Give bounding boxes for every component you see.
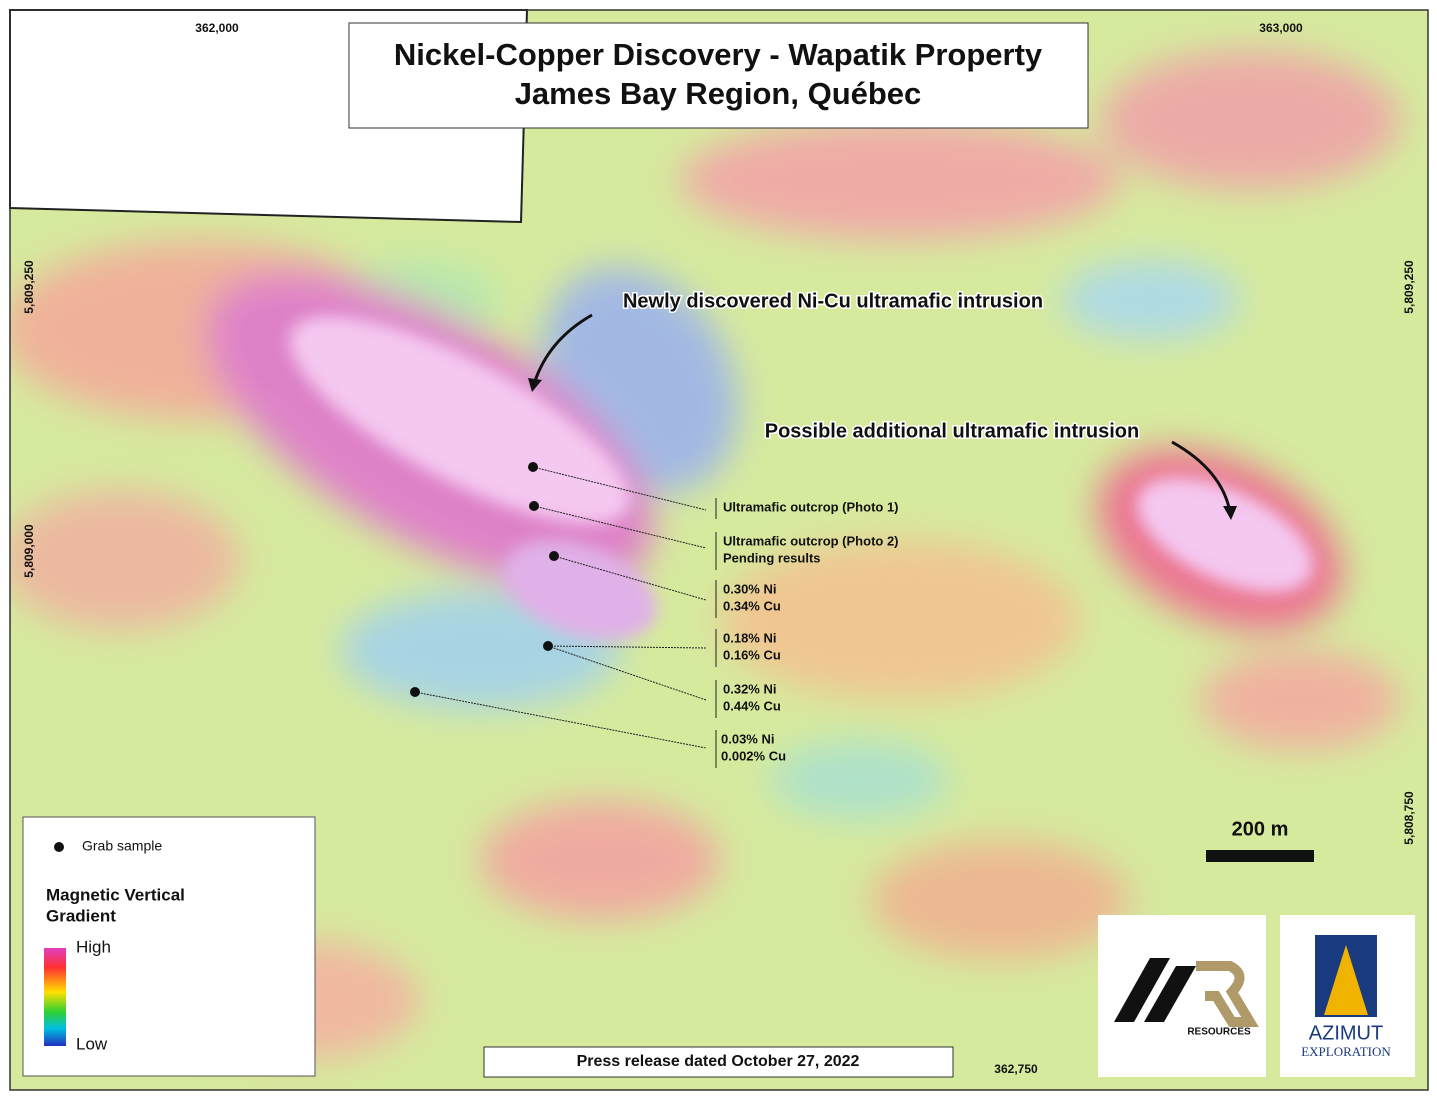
annotation: Newly discovered Ni-Cu ultramafic intrus… [623, 290, 1043, 312]
sample-label: 0.03% Ni [721, 731, 774, 746]
sample-label: 0.30% Ni [723, 581, 776, 596]
scale-label: 200 m [1232, 818, 1289, 840]
sample-label: 0.18% Ni [723, 630, 776, 645]
sample-label: 0.16% Cu [723, 647, 781, 662]
legend-box [22, 816, 316, 1077]
legend-label: Grab sample [82, 838, 162, 854]
leader-lines [414, 466, 707, 749]
coordinate-label: 5,809,250 [1402, 260, 1416, 314]
logo-box [1098, 915, 1266, 1077]
logo-text: EXPLORATION [1301, 1044, 1391, 1059]
arrow [532, 313, 593, 385]
coordinate-label: 363,000 [1259, 21, 1303, 35]
coordinate-label: 5,808,750 [1402, 791, 1416, 845]
legend-label: High [76, 937, 111, 956]
logo-shape [1196, 961, 1259, 1027]
logo-text: RESOURCES [1187, 1027, 1251, 1038]
coordinate-label: 5,809,000 [22, 524, 36, 578]
logo-shape [1324, 945, 1368, 1015]
annotation: Possible additional ultramafic intrusion [765, 420, 1140, 442]
scale-bar [1206, 850, 1314, 862]
footer: Press release dated October 27, 2022 [577, 1053, 860, 1070]
sample-label: 0.44% Cu [723, 698, 781, 713]
sample-label: Ultramafic outcrop (Photo 2) [723, 533, 899, 548]
legend-label: Low [76, 1034, 108, 1053]
grab-samples [410, 462, 559, 697]
sample-label: Pending results [723, 550, 821, 565]
color-ramp [44, 948, 66, 1046]
legend-symbol [54, 842, 64, 852]
title-box [348, 22, 1089, 129]
sample-label: 0.002% Cu [721, 748, 786, 763]
sample-label: 0.34% Cu [723, 598, 781, 613]
logo-text: AZIMUT [1309, 1022, 1383, 1044]
logo-shape [1144, 966, 1196, 1022]
arrowhead [1223, 506, 1237, 520]
title: Nickel-Copper Discovery - Wapatik Proper… [394, 37, 1043, 72]
legend-title: Gradient [46, 906, 116, 925]
sample-label: 0.32% Ni [723, 681, 776, 696]
coordinate-label: 362,750 [994, 1062, 1038, 1076]
sample-label: Ultramafic outcrop (Photo 1) [723, 499, 899, 514]
arrowhead [528, 378, 542, 392]
arrow [1171, 440, 1232, 513]
coordinate-label: 5,809,250 [22, 260, 36, 314]
logo-shape [1114, 958, 1170, 1022]
coordinate-label: 362,000 [195, 21, 239, 35]
legend-title: Magnetic Vertical [46, 885, 185, 904]
footer-box [483, 1046, 954, 1078]
subtitle: James Bay Region, Québec [515, 76, 922, 111]
map-frame [9, 9, 1429, 1091]
